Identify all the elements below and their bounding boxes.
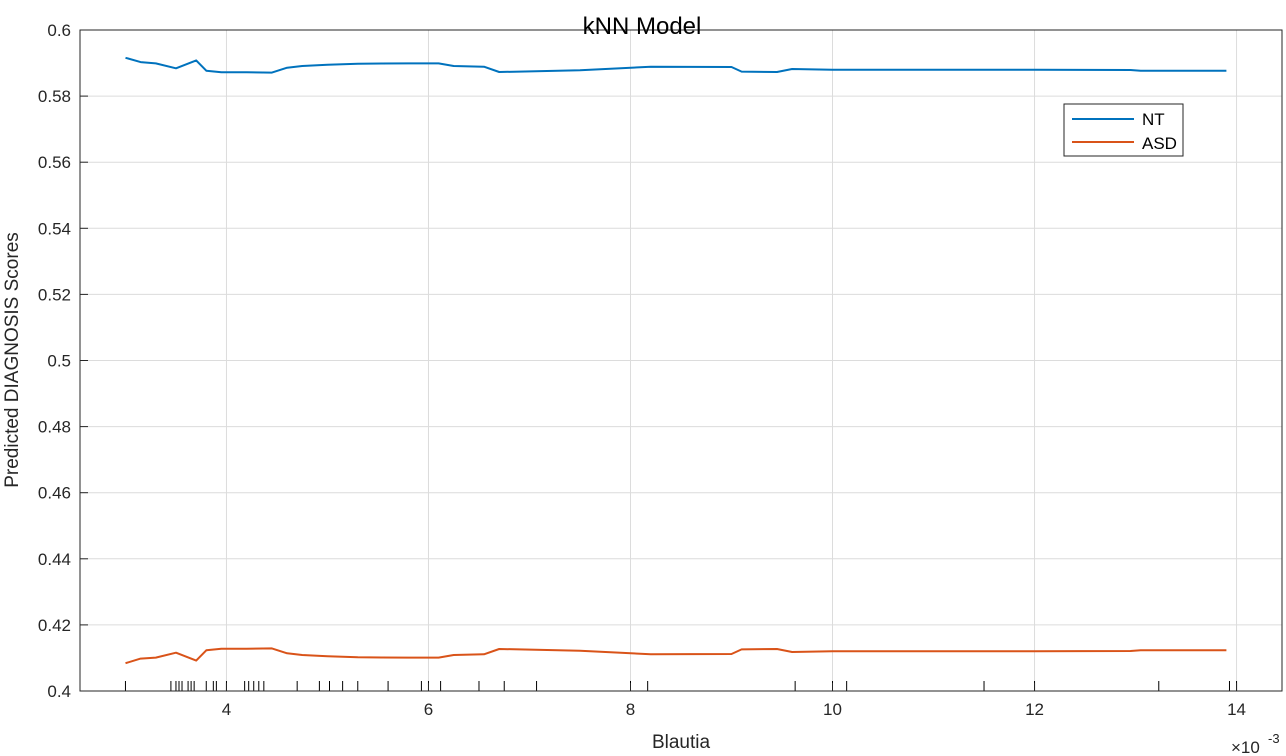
- y-tick-label: 0.54: [38, 219, 71, 238]
- axis-ticks: [80, 29, 1238, 692]
- tick-labels: 0.4 0.42 0.44 0.46 0.48 0.5 0.52 0.54 0.56 0.58 0.…: [38, 21, 1246, 719]
- x-tick-label: 6: [424, 700, 433, 719]
- x-tick-label: 12: [1025, 700, 1044, 719]
- y-tick-label: 0.42: [38, 616, 71, 635]
- y-tick-label: 0.58: [38, 87, 71, 106]
- y-tick-label: 0.56: [38, 153, 71, 172]
- x-exponent-power: -3: [1268, 731, 1280, 746]
- y-tick-label: 0.52: [38, 285, 71, 304]
- legend: NT ASD: [1063, 103, 1184, 157]
- legend-box: [1063, 103, 1184, 157]
- x-tick-label: 4: [222, 700, 231, 719]
- y-axis-label: Predicted DIAGNOSIS Scores: [2, 232, 23, 488]
- y-tick-label: 0.48: [38, 418, 71, 437]
- x-exponent-base: ×10: [1231, 738, 1260, 756]
- y-tick-label: 0.6: [47, 21, 71, 40]
- rug-plot: [124, 681, 1238, 691]
- legend-label-nt: NT: [1142, 110, 1165, 129]
- x-axis-label: Blautia: [652, 732, 711, 753]
- x-tick-label: 10: [823, 700, 842, 719]
- series-lines: [125, 56, 1227, 665]
- x-tick-label: 8: [626, 700, 635, 719]
- series-line-nt: [125, 56, 1227, 74]
- series-line-asd: [125, 647, 1227, 665]
- y-tick-label: 0.44: [38, 550, 71, 569]
- y-tick-label: 0.46: [38, 484, 71, 503]
- y-tick-label: 0.4: [47, 682, 71, 701]
- x-tick-label: 14: [1227, 700, 1246, 719]
- chart-title: kNN Model: [583, 13, 702, 40]
- x-exponent-label: ×10 -3: [1231, 731, 1280, 756]
- y-tick-label: 0.5: [47, 352, 71, 371]
- legend-label-asd: ASD: [1142, 134, 1177, 153]
